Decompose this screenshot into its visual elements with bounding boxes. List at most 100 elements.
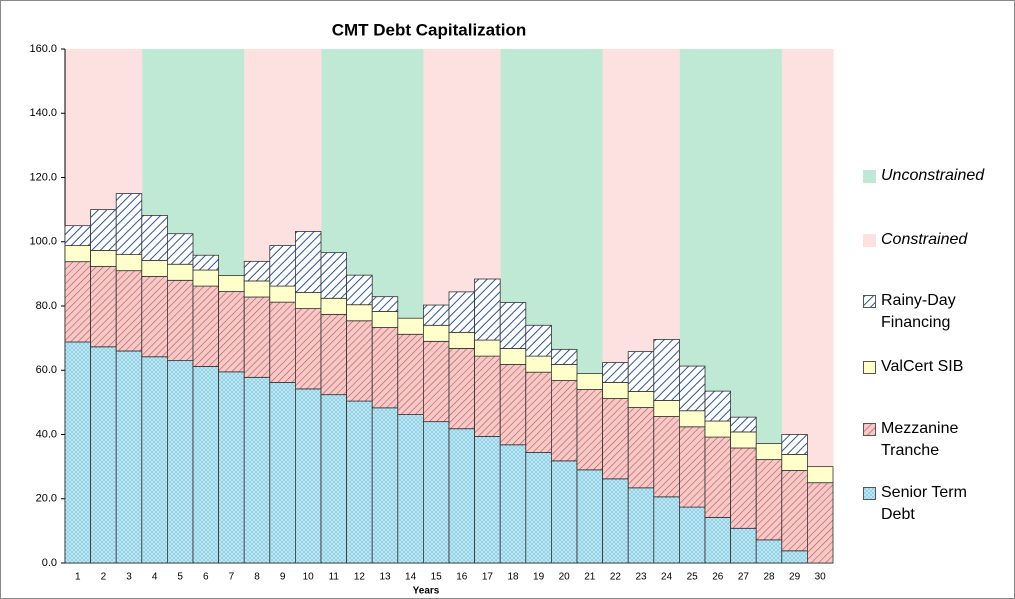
bar-segment: [166, 360, 194, 564]
legend-label: ValCert SIB: [881, 358, 964, 375]
bar-segment: [141, 356, 168, 564]
bar-segment: [730, 527, 757, 564]
bar-segment: [499, 348, 527, 365]
x-tick-label: 10: [303, 572, 315, 583]
bar-segment: [525, 324, 552, 357]
bar-segment: [115, 254, 143, 272]
x-tick-label: 4: [152, 572, 158, 583]
x-tick-label: 28: [763, 572, 775, 583]
x-tick-label: 19: [533, 572, 545, 583]
bar-segment: [64, 341, 92, 564]
bar-segment: [730, 447, 757, 529]
x-tick-label: 2: [101, 572, 107, 583]
x-tick-label: 20: [559, 572, 571, 583]
bar-segment: [320, 252, 348, 299]
x-tick-label: 26: [712, 572, 724, 583]
bar-segment: [755, 539, 783, 564]
legend-label: Senior Term Debt: [881, 484, 967, 523]
legend-entry: Senior Term Debt: [863, 482, 1003, 526]
y-tick-label: 80.0: [36, 300, 57, 312]
y-tick-label: 40.0: [36, 428, 57, 440]
bar-segment: [448, 428, 476, 564]
bar-segment: [269, 245, 296, 287]
bar-segment: [320, 297, 348, 315]
bar-segment: [653, 496, 680, 564]
bar-segment: [704, 390, 732, 422]
y-tick-label: 160.0: [29, 43, 57, 55]
bar-segment: [294, 292, 322, 309]
bar-segment: [346, 304, 373, 322]
bar-segment: [371, 311, 399, 328]
bar-segment: [166, 263, 194, 281]
bar-segment: [397, 414, 424, 564]
bar-segment: [525, 355, 552, 373]
y-tick-label: 60.0: [36, 364, 57, 376]
bar-segment: [269, 382, 296, 564]
bar-segment: [141, 276, 168, 358]
x-tick-label: 29: [789, 572, 801, 583]
legend-swatch: [863, 423, 876, 436]
bar-segment: [422, 421, 450, 564]
bar-segment: [192, 269, 220, 287]
bar-segment: [397, 333, 424, 415]
legend-label: Unconstrained: [881, 167, 985, 184]
bar-segment: [243, 280, 271, 298]
x-tick-label: 17: [482, 572, 494, 583]
bar-segment: [602, 478, 629, 564]
bar-segment: [448, 348, 476, 430]
bar-segment: [90, 250, 117, 267]
bar-segment: [499, 444, 527, 564]
bar-segment: [627, 407, 655, 489]
bar-segment: [64, 245, 92, 263]
bar-segment: [627, 391, 655, 408]
bar-segment: [141, 259, 168, 277]
bar-segment: [320, 313, 348, 396]
bar-segment: [653, 416, 680, 498]
bar-segment: [551, 364, 578, 381]
y-tick-label: 0.0: [42, 557, 57, 569]
swatch-fill: [864, 424, 875, 435]
bar-segment: [474, 339, 501, 357]
x-tick-label: 25: [687, 572, 699, 583]
legend-entry: Rainy-Day Financing: [863, 290, 1003, 334]
bar-segment: [64, 261, 92, 343]
x-tick-label: 3: [126, 572, 132, 583]
legend-swatch: [863, 234, 876, 247]
bar-segment: [551, 380, 578, 462]
bar-segment: [474, 355, 501, 437]
chart-title: CMT Debt Capitalization: [332, 20, 527, 39]
legend-entry: Mezzanine Tranche: [863, 418, 1003, 462]
x-tick-label: 5: [177, 572, 183, 583]
x-tick-label: 1: [75, 572, 81, 583]
bar-segment: [807, 466, 834, 484]
bar-segment: [320, 394, 348, 564]
bar-segment: [576, 373, 604, 390]
bar-segment: [218, 291, 245, 373]
bar-segment: [346, 274, 373, 306]
bar-segment: [704, 420, 732, 438]
x-axis-label: Years: [413, 586, 440, 597]
bar-segment: [525, 371, 552, 453]
bar-segment: [627, 351, 655, 392]
bar-segment: [90, 266, 117, 348]
legend-label: Constrained: [881, 231, 968, 248]
bar-segment: [448, 291, 476, 333]
bar-segment: [192, 254, 220, 271]
bar-segment: [294, 308, 322, 390]
bar-segment: [679, 426, 706, 508]
x-tick-label: 23: [635, 572, 647, 583]
x-tick-label: 14: [405, 572, 417, 583]
bar-segment: [371, 296, 399, 312]
bar-segment: [294, 388, 322, 564]
bar-segment: [346, 320, 373, 402]
y-tick-label: 120.0: [29, 171, 57, 183]
bar-segment: [141, 215, 168, 261]
bar-segment: [602, 382, 629, 399]
bar-segment: [422, 324, 450, 342]
bar-segment: [679, 506, 706, 564]
bar-segment: [807, 482, 834, 564]
x-tick-label: 18: [507, 572, 519, 583]
bar-segment: [64, 225, 92, 247]
x-tick-label: 16: [456, 572, 468, 583]
bar-segment: [781, 434, 808, 455]
